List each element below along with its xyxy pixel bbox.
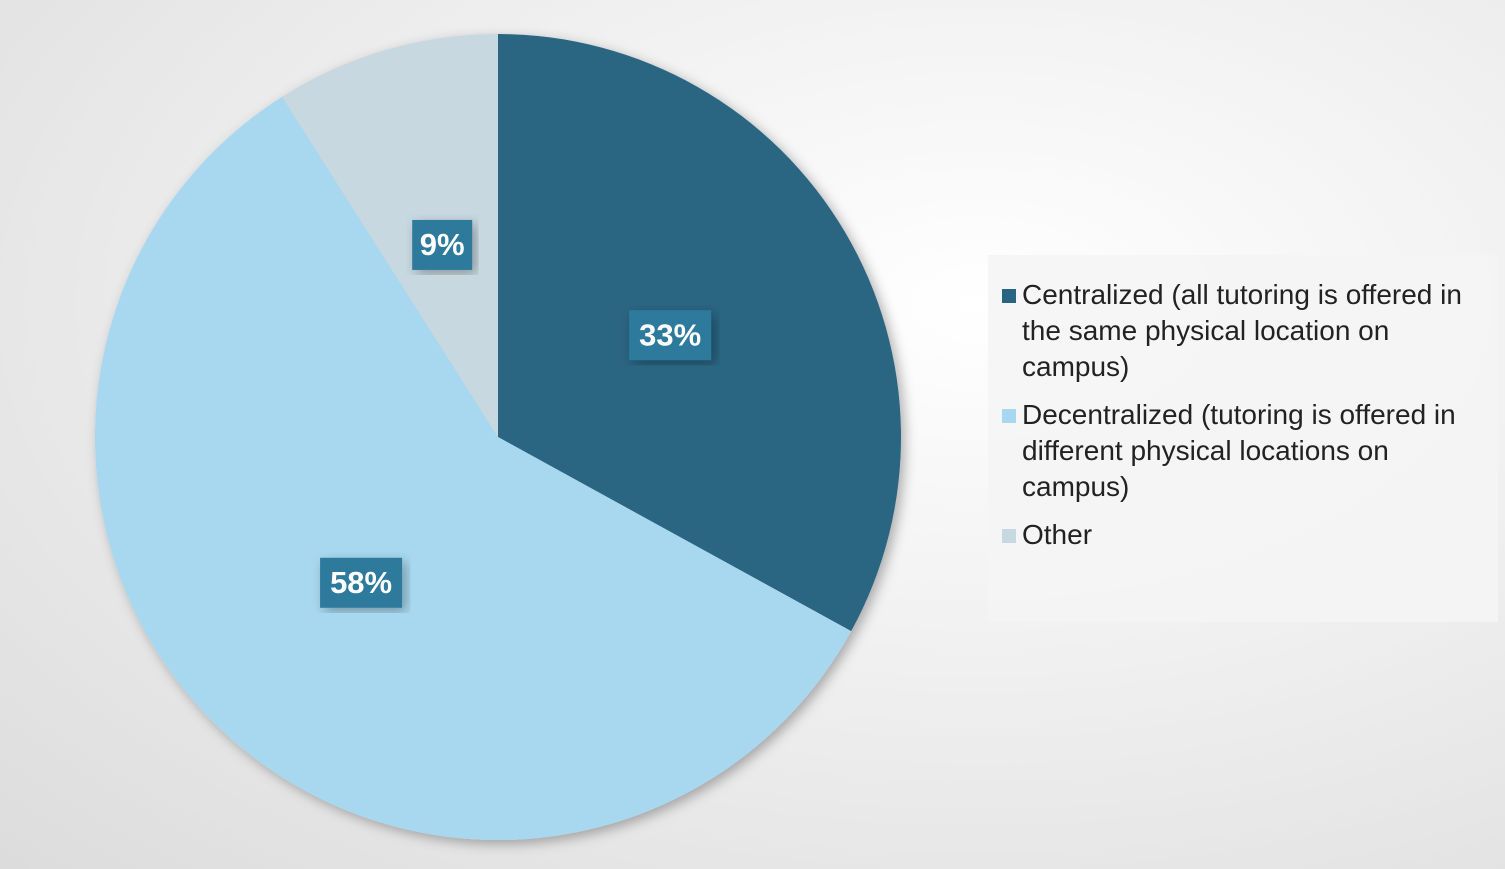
legend-label: Centralized (all tutoring is offered in … (1022, 279, 1462, 382)
legend-item: Decentralized (tutoring is offered in di… (988, 397, 1498, 505)
data-label-box (320, 557, 403, 608)
legend-label: Decentralized (tutoring is offered in di… (1022, 399, 1456, 502)
pie-slice (282, 34, 498, 437)
data-label: 33% (639, 317, 701, 352)
legend-item: Centralized (all tutoring is offered in … (988, 277, 1498, 385)
legend-label: Other (1022, 519, 1093, 550)
data-label-box (629, 310, 712, 361)
legend-item: Other (988, 517, 1498, 553)
legend-swatch (1002, 529, 1016, 543)
legend-swatch (1002, 289, 1016, 303)
data-label: 9% (420, 227, 465, 262)
pie-slice (94, 96, 852, 841)
data-label-box (412, 219, 473, 270)
data-label: 58% (330, 565, 392, 600)
legend: Centralized (all tutoring is offered in … (988, 255, 1498, 622)
legend-swatch (1002, 409, 1016, 423)
